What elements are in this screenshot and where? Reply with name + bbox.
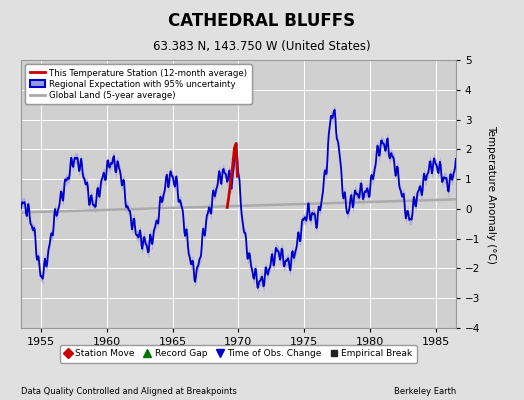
Text: Berkeley Earth: Berkeley Earth [394,387,456,396]
Text: Data Quality Controlled and Aligned at Breakpoints: Data Quality Controlled and Aligned at B… [21,387,237,396]
Text: CATHEDRAL BLUFFS: CATHEDRAL BLUFFS [168,12,356,30]
Legend: Station Move, Record Gap, Time of Obs. Change, Empirical Break: Station Move, Record Gap, Time of Obs. C… [60,345,417,363]
Y-axis label: Temperature Anomaly (°C): Temperature Anomaly (°C) [486,124,496,264]
Text: 63.383 N, 143.750 W (United States): 63.383 N, 143.750 W (United States) [153,40,371,53]
Legend: This Temperature Station (12-month average), Regional Expectation with 95% uncer: This Temperature Station (12-month avera… [25,64,252,104]
